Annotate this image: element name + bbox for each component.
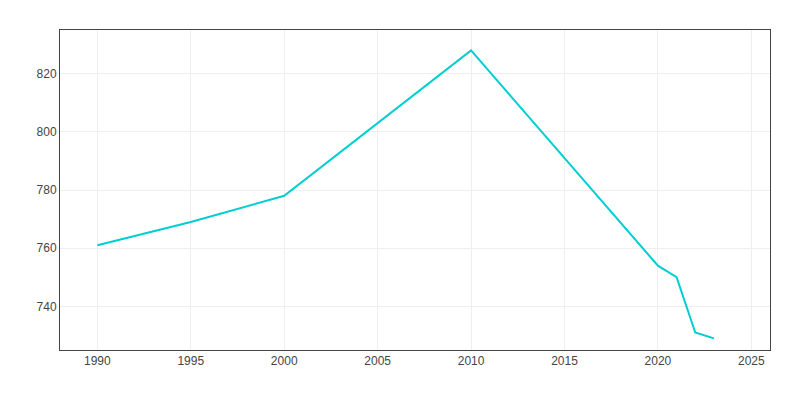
svg-text:2000: 2000 [271,354,298,368]
svg-text:2015: 2015 [551,354,578,368]
svg-text:1990: 1990 [84,354,111,368]
svg-text:2025: 2025 [738,354,765,368]
svg-text:2005: 2005 [364,354,391,368]
svg-text:820: 820 [37,67,57,81]
svg-text:800: 800 [37,125,57,139]
svg-text:780: 780 [37,183,57,197]
svg-text:760: 760 [37,241,57,255]
svg-text:740: 740 [37,300,57,314]
svg-text:2010: 2010 [458,354,485,368]
svg-text:1995: 1995 [177,354,204,368]
svg-text:2020: 2020 [645,354,672,368]
